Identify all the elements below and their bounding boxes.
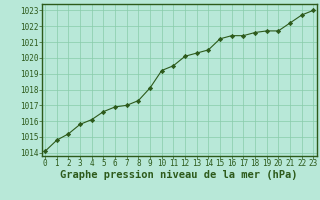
X-axis label: Graphe pression niveau de la mer (hPa): Graphe pression niveau de la mer (hPa): [60, 170, 298, 180]
